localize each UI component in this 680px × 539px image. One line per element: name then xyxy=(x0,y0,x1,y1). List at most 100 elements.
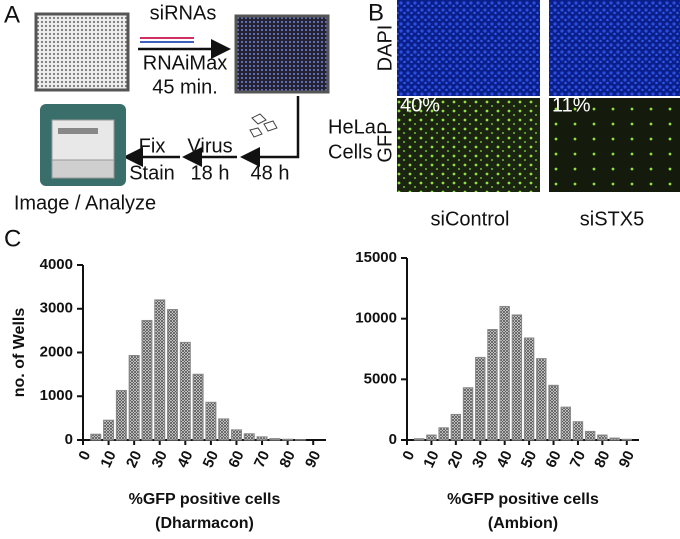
bar xyxy=(621,438,632,441)
step-text: Image / Analyze xyxy=(14,192,156,214)
y-tick-label: 5000 xyxy=(364,370,397,387)
step-text: RNAiMax xyxy=(143,52,227,74)
bar xyxy=(536,358,547,441)
bar xyxy=(414,438,425,441)
bar xyxy=(426,434,437,441)
bar xyxy=(572,421,584,441)
bar xyxy=(230,429,242,441)
x-tick-label: 10 xyxy=(420,448,442,470)
y-tick-label: 1000 xyxy=(40,387,73,404)
step-text: Fix xyxy=(139,135,166,157)
row-label: GFP xyxy=(374,121,396,162)
bar xyxy=(154,299,166,441)
bar xyxy=(597,434,608,441)
panel-a: A siRNAs RNAiMax 45 min. HeLa Cells 48 h… xyxy=(4,1,377,214)
x-axis-label: (Ambion) xyxy=(488,515,558,532)
x-tick-label: 30 xyxy=(469,448,491,470)
x-tick-label: 70 xyxy=(567,448,589,470)
x-tick-label: 30 xyxy=(148,448,170,470)
bar xyxy=(475,356,486,441)
bar xyxy=(523,337,535,441)
bar xyxy=(218,418,230,441)
x-tick-label: 20 xyxy=(123,448,145,470)
micrograph xyxy=(397,98,540,192)
bar xyxy=(511,314,523,441)
imager-icon xyxy=(40,104,126,186)
bar xyxy=(269,438,281,441)
bar xyxy=(192,373,204,441)
bar xyxy=(167,309,179,441)
x-tick-label: 0 xyxy=(399,448,418,463)
bar xyxy=(115,389,127,441)
x-tick-label: 90 xyxy=(302,448,324,470)
step-text: Virus xyxy=(187,135,232,157)
panel-label: C xyxy=(4,225,21,252)
x-tick-label: 70 xyxy=(251,448,273,470)
x-axis-label: %GFP positive cells xyxy=(447,491,599,508)
column-label: siControl xyxy=(431,208,510,230)
x-axis-label: (Dharmacon) xyxy=(155,515,254,532)
step-text: 18 h xyxy=(191,162,230,184)
cells-icon xyxy=(249,113,278,138)
bar xyxy=(609,437,620,441)
y-tick-label: 0 xyxy=(389,431,397,448)
x-tick-label: 90 xyxy=(616,448,638,470)
arrow xyxy=(240,96,300,167)
panel-b: B DAPI GFP 40% 11% siControl siSTX5 xyxy=(368,0,680,230)
y-tick-label: 15000 xyxy=(355,249,397,266)
bar xyxy=(256,436,268,441)
bar xyxy=(205,401,217,441)
percent-label: 40% xyxy=(400,94,440,116)
bar xyxy=(179,341,191,441)
step-text: HeLa xyxy=(328,116,377,138)
step-text: Stain xyxy=(129,162,175,184)
panel-label: B xyxy=(368,0,384,26)
plate xyxy=(34,12,130,92)
x-tick-label: 50 xyxy=(518,448,540,470)
bar xyxy=(560,406,571,441)
bar xyxy=(438,427,449,441)
bar xyxy=(487,328,498,441)
bar xyxy=(103,419,115,441)
bar xyxy=(128,354,140,441)
bar xyxy=(450,413,462,441)
step-text: Cells xyxy=(328,141,372,163)
x-tick-label: 40 xyxy=(174,448,196,470)
panel-label: A xyxy=(4,1,20,28)
x-tick-label: 10 xyxy=(97,448,119,470)
bar xyxy=(243,433,255,441)
step-text: 45 min. xyxy=(152,76,218,98)
micrograph xyxy=(549,0,680,96)
bar xyxy=(462,387,474,441)
x-tick-label: 20 xyxy=(445,448,467,470)
step-text: 48 h xyxy=(251,162,290,184)
y-tick-label: 10000 xyxy=(355,310,397,327)
x-tick-label: 80 xyxy=(591,448,613,470)
bar xyxy=(548,384,559,441)
x-tick-label: 0 xyxy=(75,448,94,463)
row-label: DAPI xyxy=(374,25,396,72)
y-tick-label: 2000 xyxy=(40,343,73,360)
plate xyxy=(234,14,330,94)
y-tick-label: 4000 xyxy=(40,256,73,273)
bar xyxy=(141,319,153,441)
x-tick-label: 80 xyxy=(276,448,298,470)
step-text: siRNAs xyxy=(150,2,217,24)
x-axis-label: %GFP positive cells xyxy=(129,491,281,508)
y-axis-label: no. of Wells xyxy=(11,308,28,398)
y-tick-label: 0 xyxy=(65,431,73,448)
percent-label: 11% xyxy=(552,94,591,116)
x-tick-label: 40 xyxy=(493,448,515,470)
x-tick-label: 60 xyxy=(225,448,247,470)
bar xyxy=(499,305,510,441)
bar xyxy=(282,438,294,441)
y-tick-label: 3000 xyxy=(40,300,73,317)
column-label: siSTX5 xyxy=(580,208,644,230)
micrograph xyxy=(549,98,680,192)
bar xyxy=(584,430,596,441)
x-tick-label: 60 xyxy=(542,448,564,470)
x-tick-label: 50 xyxy=(200,448,222,470)
bar xyxy=(90,433,102,441)
micrograph xyxy=(397,0,540,96)
